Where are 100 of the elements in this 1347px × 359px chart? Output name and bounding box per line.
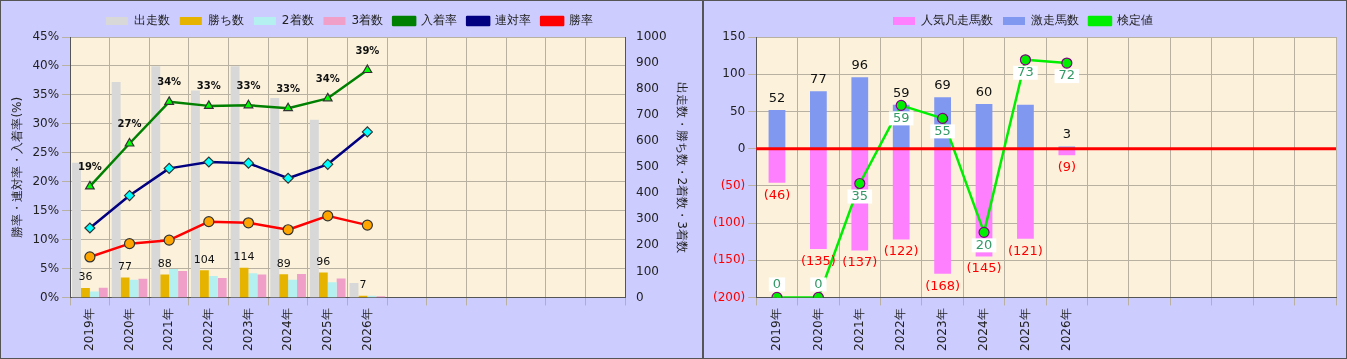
data-label: (46) [763,186,791,202]
y-tick-label: 0 [737,140,746,155]
y-tick-label: 45% [32,29,60,44]
y2-tick-label: 900 [636,55,659,70]
data-label: 104 [193,252,215,266]
bar [120,277,130,298]
data-label: 114 [233,250,255,264]
y2-tick-label: 100 [636,263,659,278]
bar [178,270,188,298]
bar [1017,149,1034,239]
y2-tick-label: 200 [636,237,659,252]
y2-tick-label: 0 [636,289,644,304]
bar [257,274,267,298]
bar [248,273,258,298]
y2-tick-label: 700 [636,107,659,122]
bar [199,270,209,298]
bar [810,149,827,250]
x-tick-label: 2026年 [1058,308,1073,352]
x-tick-label: 2025年 [1017,308,1032,352]
point [854,177,866,190]
bar [288,279,298,298]
bar [336,278,346,298]
x-tick-label: 2021年 [851,308,866,352]
bar [297,274,306,298]
y2-axis-title: 出走数・勝ち数・2着数・3着数 [674,81,689,253]
data-label: 69 [934,77,951,93]
bar [98,287,108,298]
x-tick-label: 2022年 [893,308,908,352]
y2-tick-label: 500 [636,159,659,174]
x-tick-label: 2022年 [200,308,215,352]
bar [160,274,170,298]
y-axis-title: 勝率・連対率・入着率(%) [10,96,25,238]
point [1061,57,1073,69]
bar [327,282,337,298]
data-label: 77 [810,71,827,87]
x-tick-label: 2024年 [280,308,295,352]
y-tick-label: 25% [32,144,60,159]
data-label: 0 [772,275,782,291]
bar [318,272,328,298]
legend-label: 3着数 [351,13,384,28]
y2-tick-label: 800 [636,81,659,96]
legend-label: 勝率 [569,13,594,28]
bar [975,103,993,149]
data-label: 3 [1062,126,1071,142]
y2-tick-label: 300 [636,211,659,226]
bar [279,274,289,298]
y-tick-label: (50) [720,177,746,192]
data-label: (137) [842,254,878,270]
data-label: 39% [355,44,380,56]
legend-label: 連対率 [495,13,532,28]
data-label: 72 [1058,67,1076,83]
bar [72,162,81,298]
point [895,99,907,111]
x-tick-label: 2023年 [240,308,255,352]
data-label: 7 [359,278,367,291]
data-label: 33% [196,80,221,92]
data-label: (122) [883,243,919,259]
data-label: 59 [892,84,910,100]
bar [934,149,951,274]
y-tick-label: (150) [712,252,746,267]
data-label: 33% [276,82,301,94]
legend-label: 2着数 [281,13,314,28]
y-tick-label: 40% [32,58,60,73]
y-tick-label: 0% [40,289,60,304]
x-tick-label: 2021年 [161,308,176,352]
x-tick-label: 2019年 [769,308,784,352]
data-label: 34% [157,76,182,88]
y2-tick-label: 400 [636,185,659,200]
data-label: 20 [975,236,993,252]
legend-label: 入着率 [421,13,458,28]
legend-label: 検定値 [1117,13,1153,28]
data-label: 55 [934,122,951,138]
data-label: (9) [1057,159,1077,175]
bar [810,91,827,149]
data-label: (168) [925,277,961,293]
x-tick-label: 2024年 [976,308,991,352]
y-tick-label: 35% [32,87,60,102]
data-label: 89 [276,256,291,270]
data-label: 96 [851,57,869,73]
data-label: (145) [966,260,1002,276]
x-tick-label: 2019年 [82,308,97,352]
legend-label: 激走馬数 [1031,13,1079,28]
point [937,112,949,124]
bar [892,149,910,240]
point [1019,54,1032,66]
legend-label: 人気凡走馬数 [921,13,993,28]
bar [768,149,786,183]
data-label: 19% [77,160,102,172]
y-tick-label: 20% [32,173,60,188]
x-tick-label: 2023年 [934,308,949,352]
data-label: 33% [236,79,261,91]
bar [217,277,227,298]
y-tick-label: 10% [32,231,60,246]
bar [768,109,786,149]
y-tick-label: (100) [712,215,746,230]
legend-label: 勝ち数 [207,13,244,28]
data-label: 96 [316,254,331,268]
bar [208,276,218,298]
y2-tick-label: 1000 [636,29,667,44]
bar [80,288,90,298]
